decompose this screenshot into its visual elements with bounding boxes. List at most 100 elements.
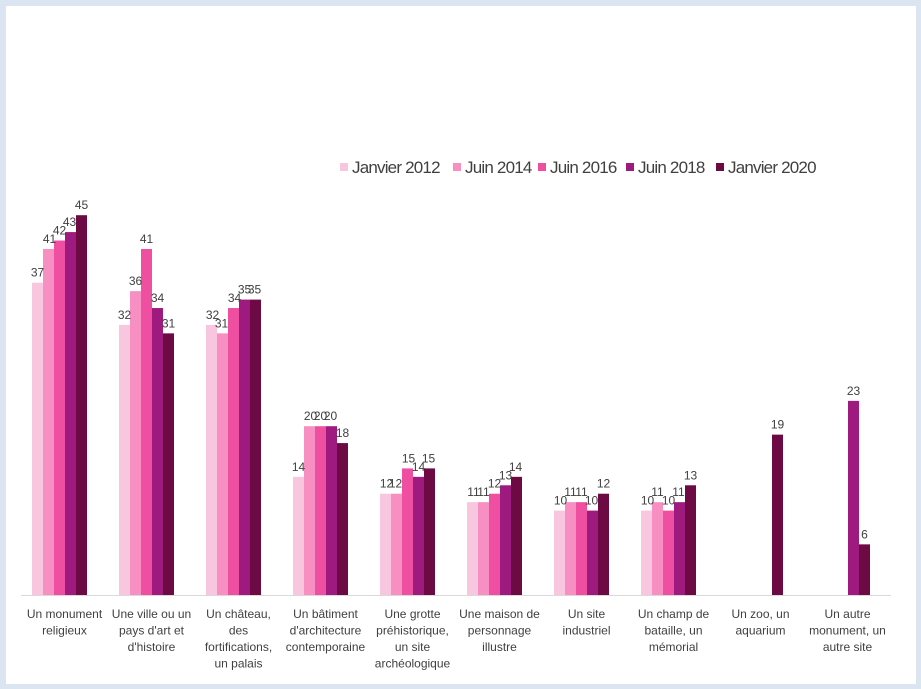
bar-7-0 bbox=[641, 510, 652, 595]
bar-5-1 bbox=[478, 502, 489, 595]
value-label-4-2: 15 bbox=[402, 451, 416, 465]
bar-7-4 bbox=[685, 485, 696, 595]
bar-0-4 bbox=[76, 215, 87, 595]
bar-3-2 bbox=[315, 426, 326, 595]
value-label-7-1: 11 bbox=[651, 485, 664, 499]
bar-5-4 bbox=[511, 476, 522, 595]
category-label-6: Un site industriel bbox=[562, 607, 610, 638]
bar-6-0 bbox=[554, 510, 565, 595]
value-label-4-0: 12 bbox=[380, 477, 394, 491]
value-label-5-4: 14 bbox=[509, 460, 523, 474]
legend-label-4: Janvier 2020 bbox=[728, 158, 816, 177]
bar-0-3 bbox=[65, 232, 76, 595]
value-label-2-4: 35 bbox=[248, 283, 262, 297]
value-label-3-0: 14 bbox=[292, 460, 306, 474]
category-labels-layer: Un monument religieux Une ville ou un pays … bbox=[27, 607, 886, 671]
bar-7-2 bbox=[663, 510, 674, 595]
bar-1-0 bbox=[119, 324, 130, 595]
bar-7-1 bbox=[652, 502, 663, 595]
value-label-5-2: 12 bbox=[488, 477, 502, 491]
value-label-3-4: 18 bbox=[336, 426, 350, 440]
bar-1-2 bbox=[141, 248, 152, 595]
value-label-0-0: 37 bbox=[31, 266, 45, 280]
value-label-3-1: 20 bbox=[304, 409, 318, 423]
bar-5-3 bbox=[500, 485, 511, 595]
bar-3-1 bbox=[304, 426, 315, 595]
bar-1-3 bbox=[152, 308, 163, 595]
category-label-0: Un monument religieux bbox=[27, 607, 103, 638]
bar-4-4 bbox=[424, 468, 435, 595]
bar-6-1 bbox=[565, 502, 576, 595]
category-label-4: Une grotte préhistorique, un site archéolog… bbox=[375, 607, 451, 671]
bar-3-4 bbox=[337, 443, 348, 595]
bar-2-1 bbox=[217, 333, 228, 595]
value-label-2-3: 35 bbox=[238, 283, 252, 297]
bar-5-0 bbox=[467, 502, 478, 595]
bar-4-1 bbox=[391, 493, 402, 595]
bar-4-3 bbox=[413, 476, 424, 595]
value-label-3-2: 20 bbox=[314, 409, 328, 423]
value-label-6-0: 10 bbox=[554, 494, 568, 508]
value-label-7-2: 10 bbox=[662, 494, 676, 508]
category-label-3: Un bâtiment d'architecture contemporaine bbox=[286, 607, 366, 654]
legend-swatch-3 bbox=[626, 163, 634, 171]
bar-9-4 bbox=[859, 544, 870, 595]
bar-6-4 bbox=[598, 493, 609, 595]
value-label-5-0: 11 bbox=[467, 485, 480, 499]
value-label-6-4: 12 bbox=[597, 477, 611, 491]
value-label-1-0: 32 bbox=[118, 308, 132, 322]
bar-3-3 bbox=[326, 426, 337, 595]
value-label-2-1: 31 bbox=[215, 316, 229, 330]
bar-2-2 bbox=[228, 308, 239, 595]
category-label-1: Une ville ou un pays d'art et d'histoire bbox=[112, 607, 191, 654]
value-label-7-4: 13 bbox=[684, 468, 698, 482]
legend-swatch-0 bbox=[340, 163, 348, 171]
bar-1-4 bbox=[163, 333, 174, 595]
value-label-5-1: 11 bbox=[477, 485, 490, 499]
bars-layer bbox=[32, 215, 870, 595]
value-label-6-2: 11 bbox=[575, 485, 588, 499]
bar-0-2 bbox=[54, 240, 65, 595]
value-label-0-3: 43 bbox=[63, 215, 77, 229]
value-labels-layer: 3741424345323641343132313435351420202018… bbox=[31, 198, 868, 541]
bar-0-0 bbox=[32, 282, 43, 595]
value-label-2-2: 34 bbox=[228, 291, 242, 305]
category-label-5: Une maison de personnage illustre bbox=[459, 607, 540, 654]
category-label-7: Un champ de bataille, un mémorial bbox=[638, 607, 710, 654]
bar-3-0 bbox=[293, 476, 304, 595]
value-label-9-3: 23 bbox=[847, 384, 861, 398]
bar-2-0 bbox=[206, 324, 217, 595]
value-label-6-3: 10 bbox=[585, 494, 599, 508]
legend-label-0: Janvier 2012 bbox=[352, 158, 440, 177]
value-label-1-2: 41 bbox=[140, 232, 154, 246]
legend-label-1: Juin 2014 bbox=[465, 158, 532, 177]
value-label-8-4: 19 bbox=[771, 418, 785, 432]
value-label-4-4: 15 bbox=[422, 451, 436, 465]
value-label-0-2: 42 bbox=[53, 224, 67, 238]
bar-1-1 bbox=[130, 291, 141, 595]
bar-9-3 bbox=[848, 400, 859, 595]
bar-6-3 bbox=[587, 510, 598, 595]
value-label-0-4: 45 bbox=[75, 198, 89, 212]
bar-0-1 bbox=[43, 248, 54, 595]
bar-6-2 bbox=[576, 502, 587, 595]
value-label-9-4: 6 bbox=[861, 527, 868, 541]
value-label-1-3: 34 bbox=[151, 291, 165, 305]
bar-4-0 bbox=[380, 493, 391, 595]
bar-2-4 bbox=[250, 299, 261, 595]
legend-swatch-1 bbox=[453, 163, 461, 171]
legend-swatch-4 bbox=[716, 163, 724, 171]
value-label-7-0: 10 bbox=[641, 494, 655, 508]
value-label-3-3: 20 bbox=[324, 409, 338, 423]
value-label-1-1: 36 bbox=[129, 274, 143, 288]
bar-4-2 bbox=[402, 468, 413, 595]
bar-8-4 bbox=[772, 434, 783, 595]
category-label-2: Un château, des fortifications, un palais bbox=[205, 607, 272, 671]
value-label-4-3: 14 bbox=[412, 460, 426, 474]
value-label-7-3: 11 bbox=[672, 485, 685, 499]
legend-label-2: Juin 2016 bbox=[550, 158, 617, 177]
bar-7-3 bbox=[674, 502, 685, 595]
bar-5-2 bbox=[489, 493, 500, 595]
value-label-2-0: 32 bbox=[206, 308, 220, 322]
legend-swatch-2 bbox=[538, 163, 546, 171]
